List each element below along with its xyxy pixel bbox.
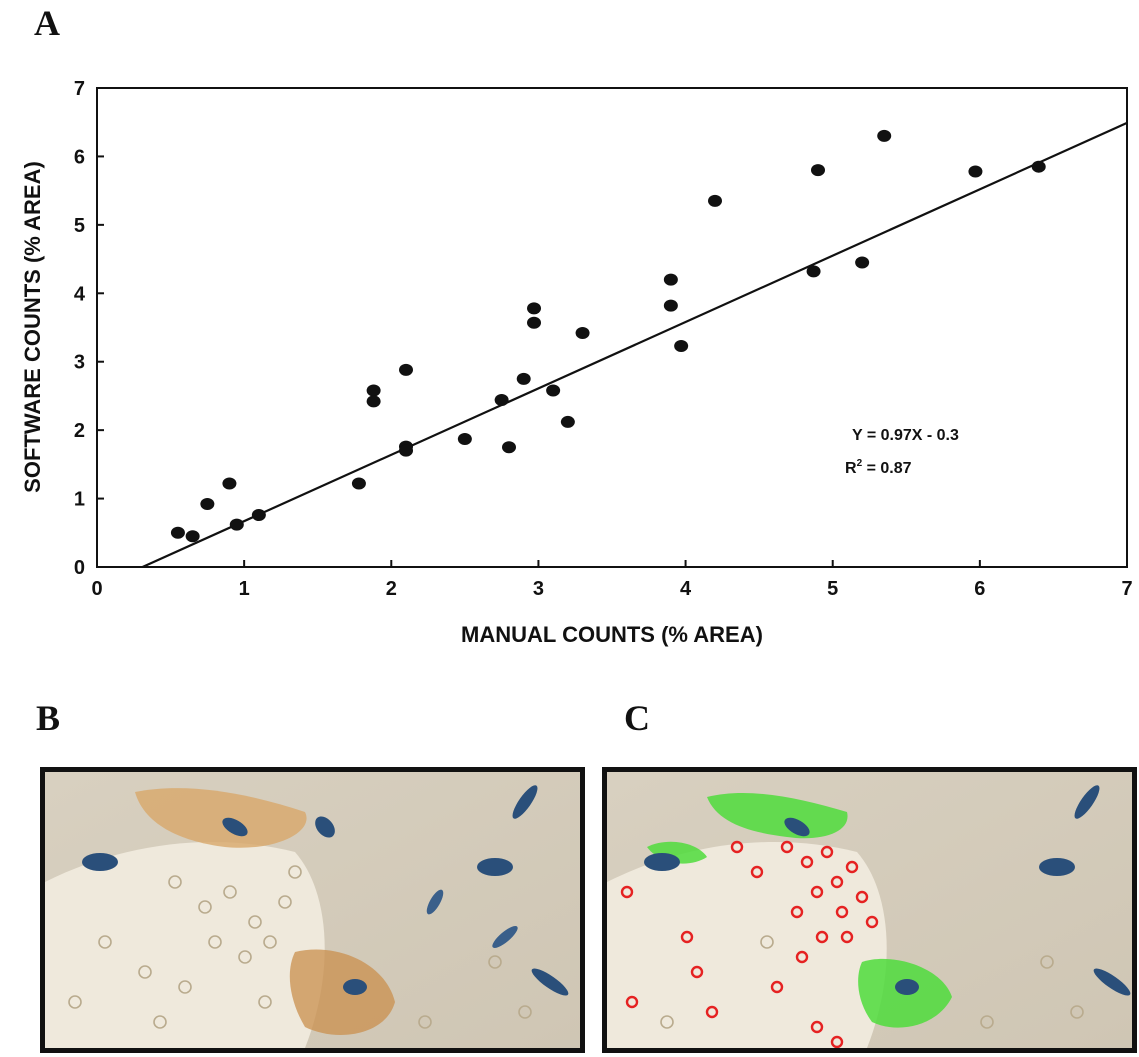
data-point [855,256,870,269]
fit-equation: Y = 0.97X - 0.3 [852,427,959,444]
data-point [1031,160,1046,173]
x-axis: 0 1 2 3 4 5 6 7 [91,560,1133,600]
panel-label-b: B [36,698,61,738]
x-tick-label: 0 [91,578,102,600]
x-tick-label: 2 [386,578,397,600]
data-point [457,433,472,446]
y-axis-label: SOFTWARE COUNTS (% AREA) [20,161,45,493]
r-squared: R2 = 0.87 [845,458,912,477]
data-point [516,372,531,385]
data-point [674,339,689,352]
x-tick-label: 6 [974,578,985,600]
y-tick-label: 3 [74,352,85,374]
x-tick-label: 4 [680,578,692,600]
y-axis: 0 1 2 3 4 5 6 7 [74,78,104,579]
data-point [200,498,215,511]
data-point [170,526,185,539]
data-point [546,384,561,397]
micrograph-original [40,767,585,1053]
data-point [502,441,516,454]
data-point [968,165,983,178]
data-point [527,302,542,315]
data-point [663,273,678,286]
x-tick-label: 5 [827,578,838,600]
y-tick-label: 1 [74,489,85,511]
data-point [399,363,413,376]
data-point [560,415,575,428]
data-point [806,265,821,278]
x-axis-label: MANUAL COUNTS (% AREA) [461,622,763,647]
y-tick-label: 0 [74,557,85,579]
data-point [366,395,381,408]
x-tick-label: 1 [239,578,250,600]
data-point [251,508,266,521]
data-point [663,299,678,312]
y-tick-label: 6 [74,146,85,168]
data-point [351,477,366,490]
data-points [170,129,1046,543]
micrograph-segmented [602,767,1137,1053]
data-point [185,530,200,543]
data-point [811,164,825,177]
regression-line [142,121,1128,569]
panel-label-a: A [34,3,60,43]
x-tick-label: 7 [1121,578,1132,600]
data-point [527,316,542,329]
y-tick-label: 5 [74,215,85,237]
plot-frame [96,87,1128,568]
panel-label-c: C [624,698,650,738]
x-tick-label: 3 [533,578,544,600]
y-tick-label: 7 [74,78,85,100]
data-point [575,326,590,339]
y-tick-label: 4 [74,283,86,305]
data-point [877,129,892,142]
data-point [222,477,237,490]
data-point [708,194,722,207]
scatter-chart: 0 1 2 3 4 5 6 7 0 1 2 3 4 5 6 7 MANUAL COUNTS (% AREA)… [20,78,1133,647]
data-point [229,518,244,531]
data-point [494,394,509,407]
r-squared-superscript: 2 [857,458,863,469]
r-squared-value: = 0.87 [862,460,911,477]
r-squared-prefix: R [845,460,857,477]
data-point [366,384,381,397]
y-tick-label: 2 [74,420,85,442]
data-point [399,444,413,457]
